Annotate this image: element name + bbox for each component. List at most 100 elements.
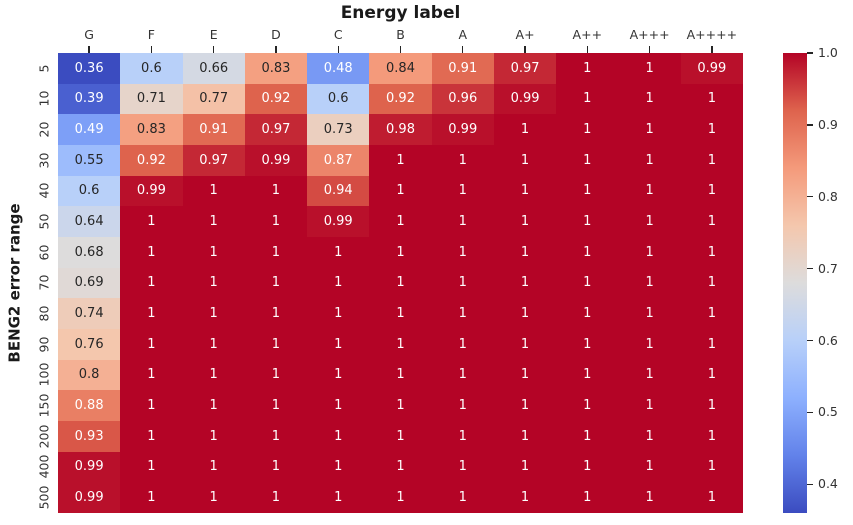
heatmap-cell: 1 [618, 53, 681, 84]
y-tick-label: 10 [32, 84, 56, 115]
heatmap-cell: 1 [431, 420, 494, 452]
heatmap-cell: 0.69 [58, 267, 121, 299]
x-axis-title: Energy label [340, 3, 461, 23]
x-tick-mark [150, 46, 153, 53]
heatmap-cell: 1 [556, 114, 619, 145]
heatmap-cell: 0.98 [369, 114, 432, 145]
y-tick-label: 20 [32, 114, 56, 145]
heatmap-cell: 0.91 [431, 53, 494, 84]
heatmap-cell: 0.66 [182, 53, 245, 84]
heatmap-cell: 1 [618, 420, 681, 452]
colorbar-tick-mark [807, 267, 813, 270]
heatmap-cell: 1 [680, 206, 743, 237]
heatmap-cell: 1 [680, 114, 743, 145]
heatmap-cell: 1 [120, 206, 183, 237]
heatmap-cell: 0.73 [307, 114, 370, 145]
heatmap-cell: 1 [493, 482, 557, 513]
colorbar-tick-label: 0.5 [818, 404, 838, 420]
heatmap-cell: 1 [431, 298, 494, 329]
heatmap-cell: 1 [120, 359, 183, 391]
colorbar-tick-label: 0.7 [818, 260, 838, 276]
y-tick-label-text: 80 [36, 305, 52, 322]
heatmap-cell: 1 [493, 328, 557, 360]
heatmap-cell: 1 [431, 328, 494, 360]
heatmap-cell: 1 [493, 236, 557, 268]
heatmap-cell: 0.97 [244, 114, 308, 145]
y-tick-label-text: 500 [36, 485, 52, 510]
heatmap-cell: 1 [182, 482, 245, 513]
heatmap-cell: 0.99 [244, 144, 308, 176]
heatmap-cell: 1 [493, 175, 557, 207]
heatmap-cell: 1 [493, 206, 557, 237]
heatmap-cell: 1 [556, 298, 619, 329]
x-tick-mark [275, 46, 277, 53]
heatmap-cell: 1 [369, 298, 432, 329]
heatmap-cell: 1 [493, 359, 557, 391]
x-tick-mark [399, 46, 402, 53]
heatmap-cell: 1 [244, 206, 308, 237]
heatmap-cell: 1 [556, 390, 619, 421]
x-tick-mark [212, 46, 215, 53]
heatmap-cell: 1 [556, 420, 619, 452]
y-tick-label-text: 90 [36, 336, 52, 353]
x-tick-label: C [333, 27, 343, 42]
y-tick-label: 70 [32, 268, 56, 299]
y-tick-label-text: 20 [36, 121, 52, 138]
y-tick-label-text: 5 [36, 64, 52, 73]
y-tick-label: 50 [32, 206, 56, 237]
x-tick-label: A++++ [686, 27, 738, 42]
heatmap-cell: 1 [680, 328, 743, 360]
y-tick-label-text: 400 [36, 455, 52, 479]
heatmap-cell: 1 [182, 236, 245, 268]
y-tick-label-text: 150 [36, 393, 52, 418]
heatmap-cell: 1 [431, 359, 494, 391]
colorbar-tick-mark [807, 196, 813, 198]
colorbar-tick-label: 0.4 [818, 476, 838, 492]
heatmap-cell: 1 [369, 206, 432, 237]
heatmap-cell: 1 [244, 482, 308, 513]
y-tick-label: 200 [32, 421, 56, 452]
heatmap-cell: 0.88 [58, 390, 121, 421]
heatmap-cell: 1 [618, 236, 681, 268]
heatmap-cell: 1 [618, 267, 681, 299]
heatmap-cell: 1 [680, 267, 743, 299]
x-tick-label: A [458, 27, 468, 42]
y-tick-label-text: 50 [36, 213, 52, 230]
heatmap-cell: 1 [431, 236, 494, 268]
y-tick-label: 30 [32, 145, 56, 176]
heatmap-cell: 1 [680, 482, 743, 513]
x-tick-label: A+ [515, 27, 535, 42]
heatmap-cell: 1 [556, 206, 619, 237]
heatmap-cell: 1 [182, 420, 245, 452]
heatmap-cell: 1 [493, 420, 557, 452]
heatmap-cell: 1 [307, 451, 370, 483]
heatmap-cell: 1 [680, 359, 743, 391]
y-tick-label-text: 70 [36, 275, 52, 291]
heatmap-cell: 0.83 [120, 114, 183, 145]
x-tick-mark [711, 46, 713, 53]
heatmap-cell: 1 [307, 236, 370, 268]
heatmap-cell: 1 [120, 451, 183, 483]
x-tick-mark [337, 46, 339, 53]
heatmap-cell: 1 [369, 328, 432, 360]
heatmap-cell: 1 [120, 298, 183, 329]
heatmap-cell: 1 [680, 390, 743, 421]
heatmap-cell: 1 [244, 390, 308, 421]
heatmap-grid: 0.36 0.6 0.66 0.83 0.48 0.84 0.91 0.97 1 1 0.99 0.3… [58, 53, 743, 513]
colorbar-tick-mark [807, 411, 813, 414]
y-tick-label: 80 [32, 298, 56, 329]
x-tick-mark [462, 46, 464, 53]
heatmap-cell: 0.92 [120, 144, 183, 176]
heatmap-cell: 1 [307, 267, 370, 299]
heatmap-cell: 0.97 [182, 144, 245, 176]
heatmap-cell: 1 [244, 298, 308, 329]
colorbar-tick-mark [807, 52, 813, 54]
heatmap-cell: 0.94 [307, 175, 370, 207]
heatmap-cell: 1 [244, 420, 308, 452]
heatmap-cell: 0.99 [58, 451, 121, 483]
heatmap-cell: 1 [369, 267, 432, 299]
colorbar-tick-mark [807, 339, 813, 342]
heatmap-cell: 1 [618, 175, 681, 207]
heatmap-cell: 1 [493, 114, 557, 145]
heatmap-cell: 1 [182, 390, 245, 421]
